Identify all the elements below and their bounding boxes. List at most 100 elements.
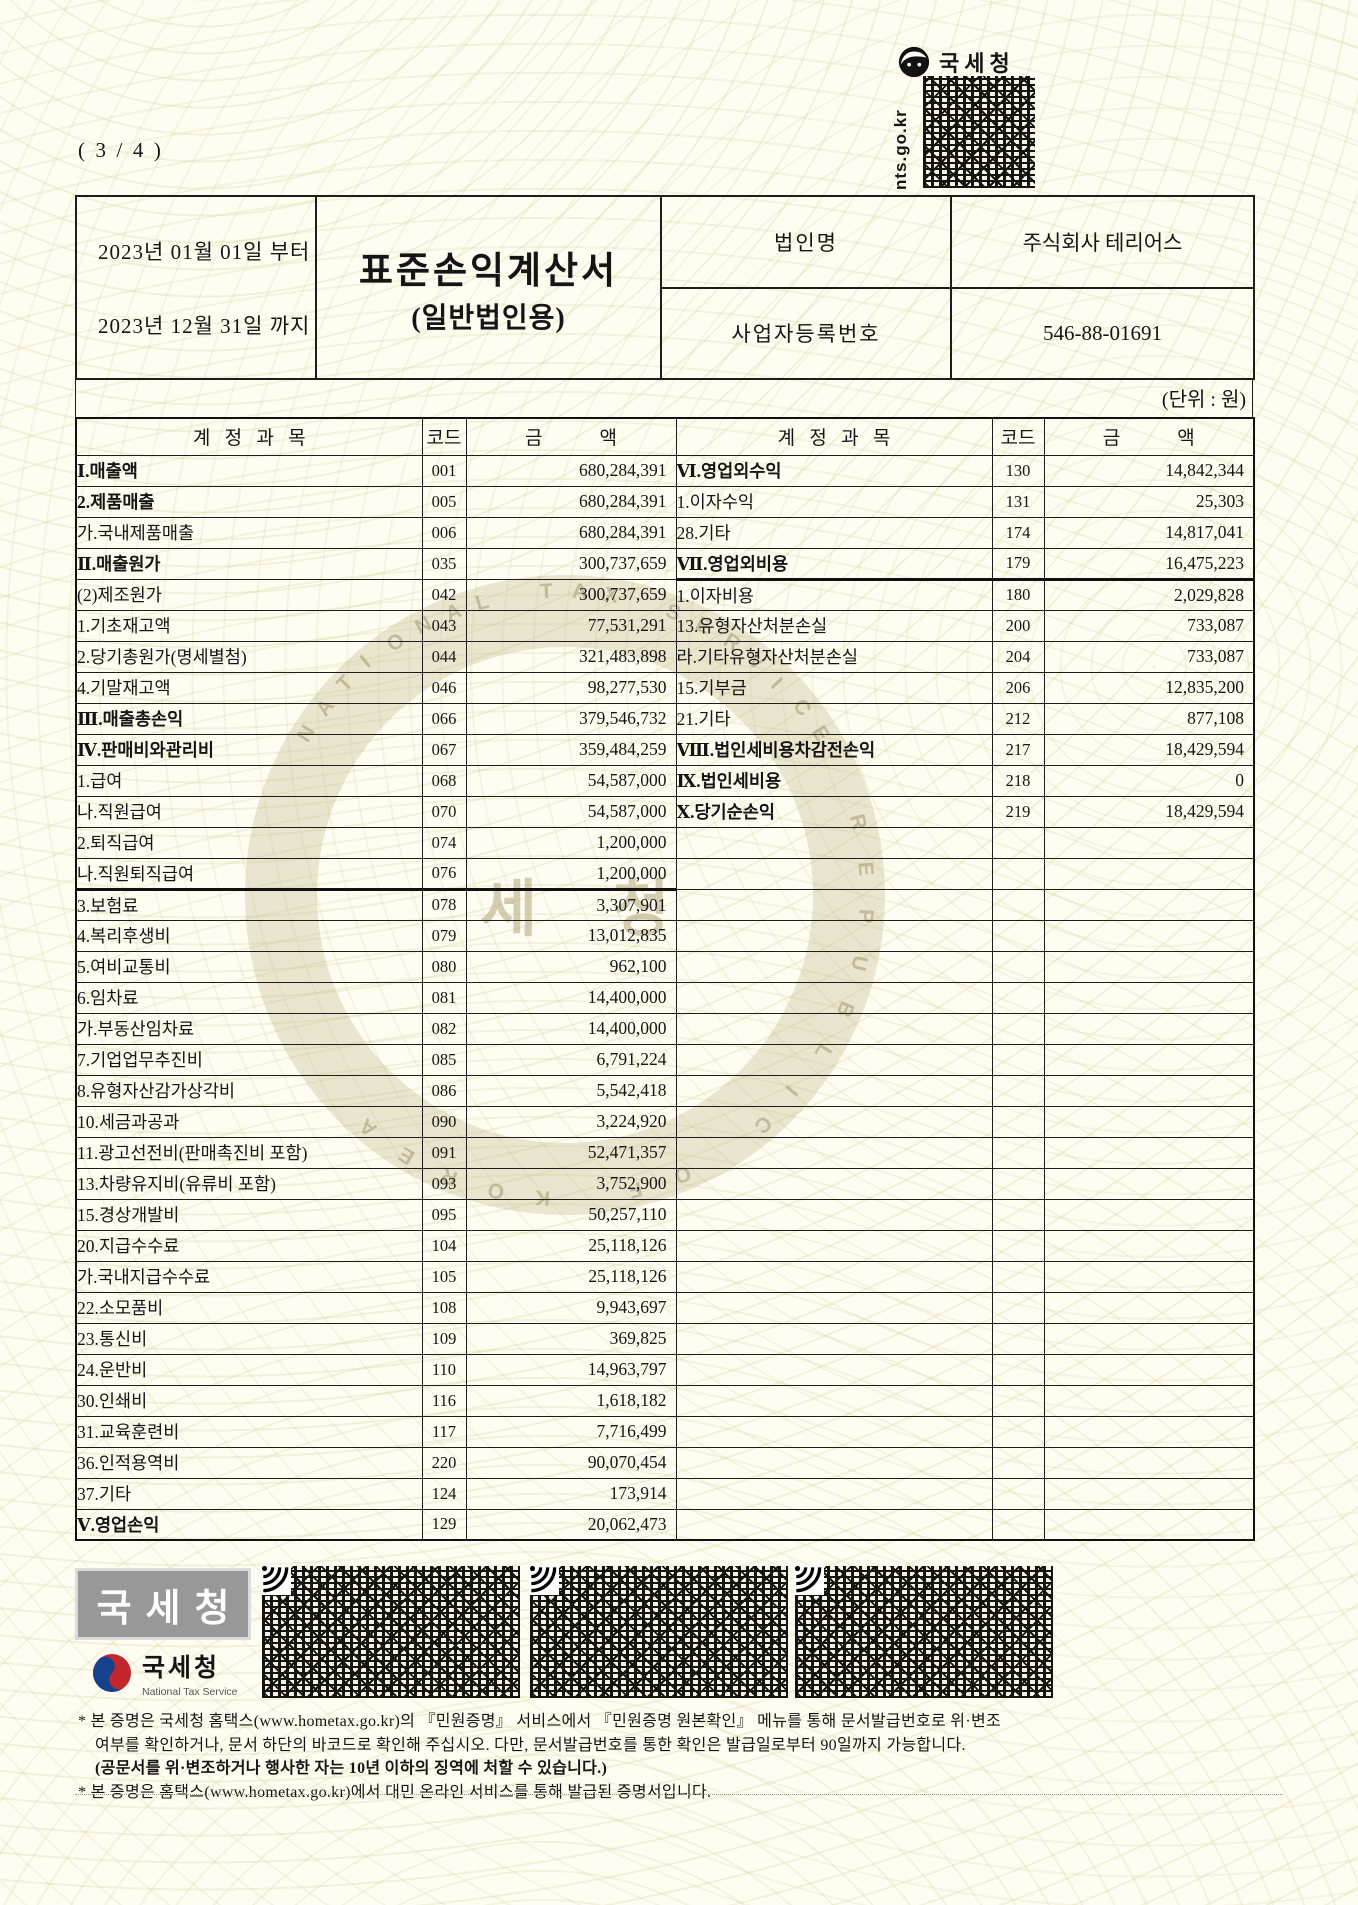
- account-cell: Ⅲ.매출총손익: [75, 702, 423, 735]
- account-cell: 8.유형자산감가상각비: [75, 1074, 423, 1107]
- table-row: 11.광고선전비(판매촉진비 포함) 091 52,471,357: [75, 1136, 1255, 1169]
- code-cell: 180: [991, 577, 1045, 611]
- amount-cell: 14,400,000: [465, 1012, 677, 1045]
- amount-cell: [1043, 919, 1255, 952]
- account-cell: [675, 1136, 993, 1169]
- account-cell: [675, 1074, 993, 1107]
- amount-header-left: 금 액: [465, 417, 677, 456]
- amount-cell: [1043, 1508, 1255, 1541]
- dotted-separator: [75, 1794, 1283, 1795]
- unit-note: (단위 : 원): [75, 378, 1253, 417]
- account-cell: 20.지급수수료: [75, 1229, 423, 1262]
- table-row: 24.운반비 110 14,963,797: [75, 1353, 1255, 1386]
- taegeuk-icon: [93, 1654, 131, 1692]
- account-cell: 1.이자비용: [675, 577, 993, 611]
- code-cell: 200: [991, 609, 1045, 642]
- account-cell: 22.소모품비: [75, 1291, 423, 1324]
- amount-cell: 14,963,797: [465, 1353, 677, 1386]
- account-cell: [675, 1043, 993, 1076]
- amount-cell: 52,471,357: [465, 1136, 677, 1169]
- code-cell: 079: [421, 919, 467, 952]
- code-cell: 174: [991, 516, 1045, 549]
- code-cell: [991, 1012, 1045, 1045]
- code-header-right: 코드: [991, 417, 1045, 456]
- code-cell: 217: [991, 733, 1045, 766]
- amount-cell: 173,914: [465, 1477, 677, 1510]
- table-row: 2.퇴직급여 074 1,200,000: [75, 826, 1255, 859]
- amount-cell: [1043, 1229, 1255, 1262]
- document-subtitle: (일반법인용): [411, 302, 566, 334]
- account-cell: 2.퇴직급여: [75, 826, 423, 859]
- table-header-row: 계 정 과 목 코드 금 액 계 정 과 목 코드 금 액: [75, 417, 1255, 456]
- account-cell: [675, 1291, 993, 1324]
- income-statement-table: 계 정 과 목 코드 금 액 계 정 과 목 코드 금 액 Ⅰ.매출액 001 68…: [75, 417, 1255, 1541]
- table-row: 2.당기총원가(명세별첨) 044 321,483,898 라.기타유형자산처분손실 2…: [75, 640, 1255, 673]
- code-cell: 006: [421, 516, 467, 549]
- account-cell: 가.국내제품매출: [75, 516, 423, 549]
- table-row: 10.세금과공과 090 3,224,920: [75, 1105, 1255, 1138]
- account-cell: Ⅱ.매출원가: [75, 547, 423, 580]
- code-cell: 044: [421, 640, 467, 673]
- nts-logo-top-label: 국세청: [939, 51, 1015, 76]
- amount-cell: 0: [1043, 764, 1255, 797]
- code-cell: 109: [421, 1322, 467, 1355]
- amount-cell: 359,484,259: [465, 733, 677, 766]
- amount-cell: 5,542,418: [465, 1074, 677, 1107]
- code-cell: 104: [421, 1229, 467, 1262]
- account-cell: Ⅵ.영업외수익: [675, 454, 993, 487]
- nts-url-vertical: nts.go.kr: [891, 109, 910, 190]
- account-cell: [675, 1322, 993, 1355]
- amount-cell: 98,277,530: [465, 671, 677, 704]
- account-cell: 2.당기총원가(명세별첨): [75, 640, 423, 673]
- account-cell: [675, 1012, 993, 1045]
- account-cell: [675, 888, 993, 921]
- code-cell: 093: [421, 1167, 467, 1200]
- barcode-3: [794, 1565, 1053, 1698]
- footer-note-line: * 본 증명은 홈택스(www.hometax.go.kr)에서 대민 온라인 …: [78, 1783, 712, 1801]
- account-cell: 5.여비교통비: [75, 950, 423, 983]
- table-row: Ⅲ.매출총손익 066 379,546,732 21.기타 212 877,108: [75, 702, 1255, 735]
- amount-cell: 369,825: [465, 1322, 677, 1355]
- amount-cell: [1043, 1260, 1255, 1293]
- account-header-right: 계 정 과 목: [675, 417, 993, 456]
- account-cell: 30.인쇄비: [75, 1384, 423, 1417]
- account-cell: Ⅰ.매출액: [75, 454, 423, 487]
- table-row: Ⅱ.매출원가 035 300,737,659 Ⅶ.영업외비용 179 16,475,223: [75, 547, 1255, 580]
- code-cell: 116: [421, 1384, 467, 1417]
- amount-cell: [1043, 1477, 1255, 1510]
- account-cell: [675, 1446, 993, 1479]
- table-row: 31.교육훈련비 117 7,716,499: [75, 1415, 1255, 1448]
- account-header-left: 계 정 과 목: [75, 417, 423, 456]
- account-cell: Ⅳ.판매비와관리비: [75, 733, 423, 766]
- account-cell: 15.기부금: [675, 671, 993, 704]
- amount-cell: 12,835,200: [1043, 671, 1255, 704]
- amount-cell: 20,062,473: [465, 1508, 677, 1541]
- table-row: 3.보험료 078 3,307,901: [75, 887, 1255, 921]
- account-cell: [675, 919, 993, 952]
- code-cell: [991, 950, 1045, 983]
- account-cell: 15.경상개발비: [75, 1198, 423, 1231]
- code-cell: [991, 1415, 1045, 1448]
- account-cell: 23.통신비: [75, 1322, 423, 1355]
- code-cell: [991, 1353, 1045, 1386]
- code-cell: 082: [421, 1012, 467, 1045]
- corp-name-label: 법인명: [660, 195, 952, 289]
- nts-logo-top: 국세청: [898, 46, 1015, 78]
- amount-cell: 77,531,291: [465, 609, 677, 642]
- arc-icon: [261, 1565, 291, 1595]
- amount-cell: [1043, 1167, 1255, 1200]
- amount-cell: 54,587,000: [465, 764, 677, 797]
- account-cell: 3.보험료: [75, 887, 423, 921]
- code-cell: [991, 1260, 1045, 1293]
- code-cell: 110: [421, 1353, 467, 1386]
- amount-cell: [1043, 981, 1255, 1014]
- table-row: 7.기업업무추진비 085 6,791,224: [75, 1043, 1255, 1076]
- code-cell: [991, 1198, 1045, 1231]
- amount-cell: [1043, 1198, 1255, 1231]
- code-cell: 085: [421, 1043, 467, 1076]
- table-row: 1.급여 068 54,587,000 Ⅸ.법인세비용 218 0: [75, 764, 1255, 797]
- period-from: 2023년 01월 01일 부터: [98, 239, 311, 264]
- code-cell: [991, 1446, 1045, 1479]
- code-cell: 090: [421, 1105, 467, 1138]
- amount-cell: 7,716,499: [465, 1415, 677, 1448]
